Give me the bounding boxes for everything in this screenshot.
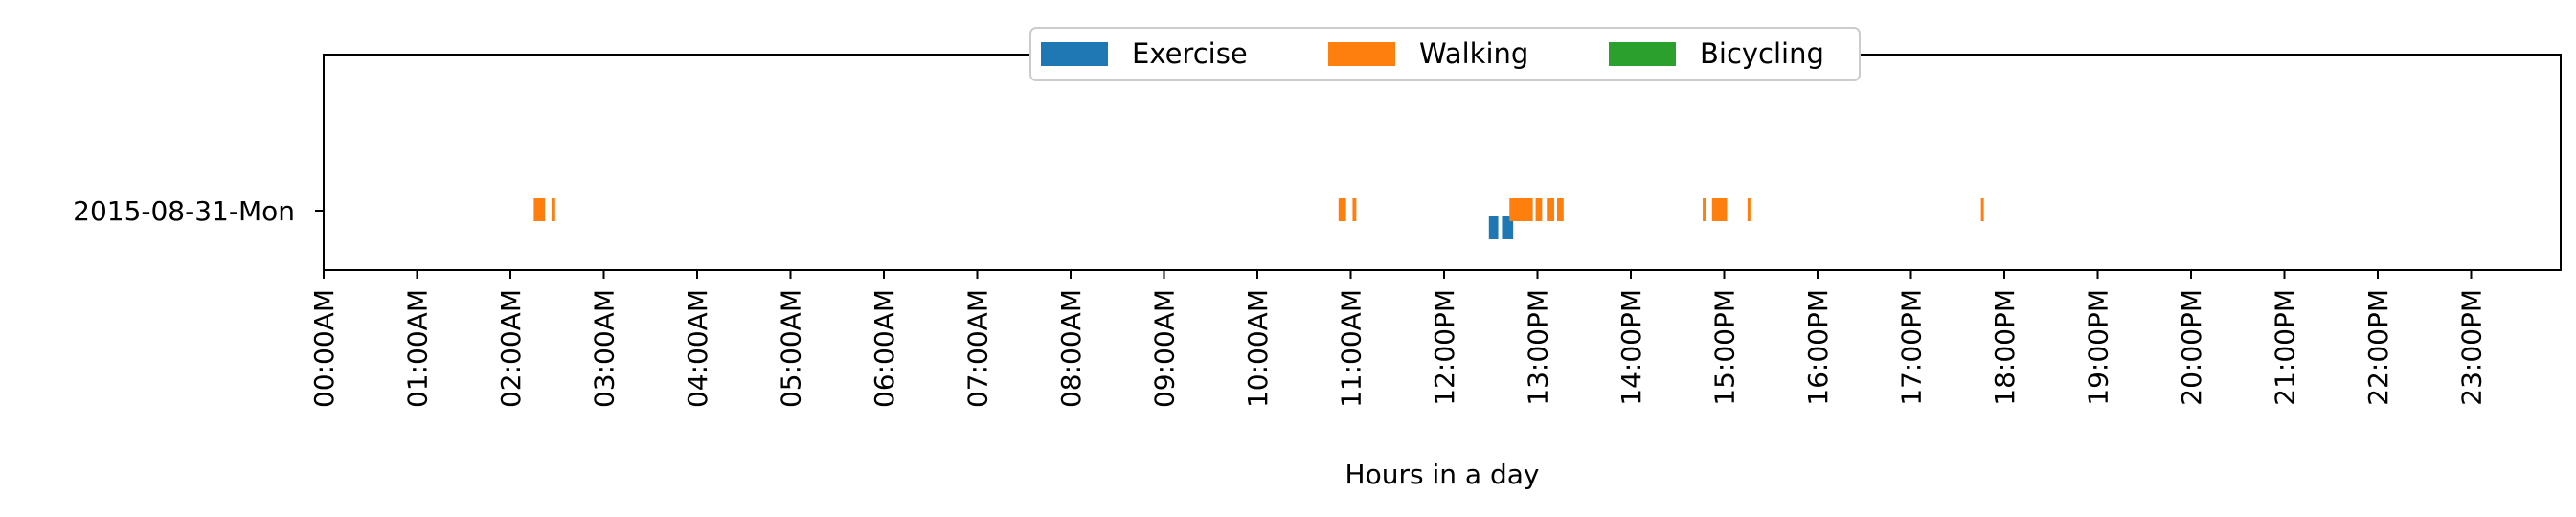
- x-tick-label-6: 06:00AM: [869, 289, 900, 408]
- x-tick-label-1: 01:00AM: [402, 289, 434, 408]
- x-axis-label: Hours in a day: [1345, 459, 1540, 490]
- x-tick-label-3: 03:00AM: [589, 289, 621, 408]
- y-tick-label-0: 2015-08-31-Mon: [73, 195, 295, 227]
- x-tick-label-14: 14:00PM: [1616, 289, 1647, 406]
- x-tick-label-5: 05:00AM: [776, 289, 807, 408]
- walking-interval-7: [1556, 198, 1564, 221]
- x-tick-label-4: 04:00AM: [682, 289, 713, 408]
- walking-interval-8: [1703, 198, 1706, 221]
- chart-marks: [533, 198, 1984, 239]
- x-tick-label-9: 09:00AM: [1149, 289, 1181, 408]
- legend-swatch-exercise: [1041, 42, 1108, 66]
- walking-interval-11: [1980, 198, 1984, 221]
- x-tick-label-15: 15:00PM: [1709, 289, 1741, 406]
- x-axis: 00:00AM 01:00AM 02:00AM 03:00AM 04:00AM 05:00…: [308, 270, 2488, 408]
- exercise-interval-1: [1502, 216, 1514, 239]
- walking-interval-0: [533, 198, 546, 221]
- walking-interval-5: [1535, 198, 1543, 221]
- x-tick-label-7: 07:00AM: [962, 289, 994, 408]
- x-tick-label-18: 18:00PM: [1989, 289, 2021, 406]
- x-tick-label-22: 22:00PM: [2362, 289, 2394, 406]
- legend-swatch-bicycling: [1609, 42, 1676, 66]
- x-tick-label-19: 19:00PM: [2083, 289, 2114, 406]
- x-tick-label-23: 23:00PM: [2456, 289, 2488, 406]
- y-axis: 2015-08-31-Mon: [73, 195, 324, 227]
- x-tick-label-0: 00:00AM: [308, 289, 340, 408]
- x-tick-label-12: 12:00PM: [1429, 289, 1460, 406]
- x-tick-label-13: 13:00PM: [1523, 289, 1554, 406]
- x-tick-label-20: 20:00PM: [2176, 289, 2207, 406]
- walking-interval-4: [1509, 198, 1533, 221]
- legend-box: [1029, 27, 1861, 81]
- walking-interval-9: [1711, 198, 1728, 221]
- walking-interval-2: [1338, 198, 1346, 221]
- x-tick-label-21: 21:00PM: [2270, 289, 2301, 406]
- legend: Exercise Walking Bicycling: [1029, 27, 1861, 81]
- legend-label-bicycling: Bicycling: [1700, 37, 1824, 70]
- x-tick-label-17: 17:00PM: [1896, 289, 1928, 406]
- legend-label-exercise: Exercise: [1132, 37, 1248, 70]
- exercise-interval-0: [1488, 216, 1499, 239]
- x-tick-label-8: 08:00AM: [1055, 289, 1087, 408]
- walking-interval-6: [1547, 198, 1555, 221]
- walking-interval-10: [1747, 198, 1751, 221]
- x-tick-label-10: 10:00AM: [1242, 289, 1274, 408]
- x-tick-label-2: 02:00AM: [495, 289, 527, 408]
- x-tick-label-16: 16:00PM: [1802, 289, 1834, 406]
- x-tick-label-11: 11:00AM: [1336, 289, 1367, 408]
- legend-label-walking: Walking: [1419, 37, 1528, 70]
- walking-interval-1: [551, 198, 555, 221]
- walking-interval-3: [1352, 198, 1357, 221]
- plot-area-frame: [323, 54, 2562, 271]
- legend-swatch-walking: [1328, 42, 1395, 66]
